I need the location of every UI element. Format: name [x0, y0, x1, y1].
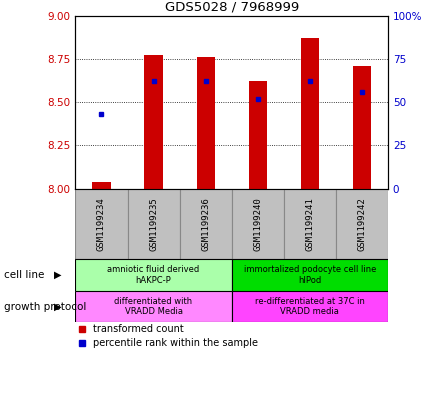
Text: transformed count: transformed count: [92, 324, 183, 334]
Text: immortalized podocyte cell line
hIPod: immortalized podocyte cell line hIPod: [243, 265, 375, 285]
Text: re-differentiated at 37C in
VRADD media: re-differentiated at 37C in VRADD media: [254, 297, 364, 316]
Text: ▶: ▶: [54, 301, 62, 312]
Text: differentiated with
VRADD Media: differentiated with VRADD Media: [114, 297, 192, 316]
Bar: [127, 189, 179, 259]
Bar: [75, 259, 231, 291]
Text: GSM1199242: GSM1199242: [356, 197, 366, 251]
Bar: [352, 66, 370, 189]
Bar: [75, 291, 231, 322]
Bar: [231, 291, 387, 322]
Bar: [300, 38, 318, 189]
Title: GDS5028 / 7968999: GDS5028 / 7968999: [164, 0, 298, 13]
Text: GSM1199240: GSM1199240: [252, 197, 261, 251]
Text: GSM1199235: GSM1199235: [149, 197, 158, 251]
Text: ▶: ▶: [54, 270, 62, 280]
Bar: [231, 189, 283, 259]
Bar: [231, 259, 387, 291]
Text: percentile rank within the sample: percentile rank within the sample: [92, 338, 257, 348]
Bar: [335, 189, 387, 259]
Text: growth protocol: growth protocol: [4, 301, 86, 312]
Bar: [248, 81, 266, 189]
Bar: [144, 55, 162, 189]
Text: cell line: cell line: [4, 270, 45, 280]
Text: amniotic fluid derived
hAKPC-P: amniotic fluid derived hAKPC-P: [107, 265, 199, 285]
Text: GSM1199234: GSM1199234: [97, 197, 106, 251]
Bar: [179, 189, 231, 259]
Text: GSM1199236: GSM1199236: [201, 197, 210, 251]
Bar: [75, 189, 127, 259]
Bar: [92, 182, 111, 189]
Bar: [196, 57, 214, 189]
Bar: [283, 189, 335, 259]
Text: GSM1199241: GSM1199241: [304, 197, 313, 251]
